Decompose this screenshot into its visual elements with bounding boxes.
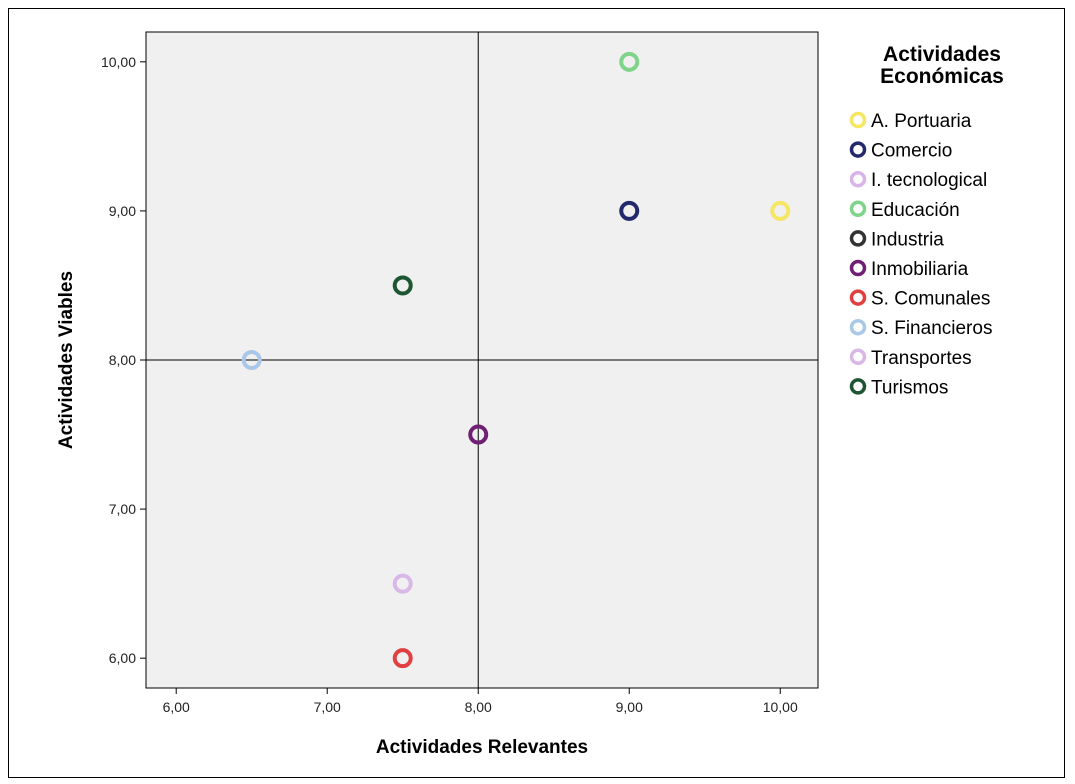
legend-marker xyxy=(849,230,867,247)
legend-marker xyxy=(849,318,867,336)
data-point-a-portuaria xyxy=(770,200,791,221)
x-tick-label: 7,00 xyxy=(314,699,341,715)
legend-marker xyxy=(849,170,867,188)
legend-label: Inmobiliaria xyxy=(871,259,969,280)
x-tick-label: 6,00 xyxy=(163,699,190,715)
scatter-chart: 6,00 7,00 8,00 9,00 10,00 6,00 7,00 8,00 9,00 10,… xyxy=(56,31,1004,758)
y-tick-label: 9,00 xyxy=(109,203,136,219)
legend-label: Comercio xyxy=(871,141,952,162)
data-point-transportes xyxy=(392,573,413,594)
legend-marker xyxy=(849,259,867,277)
legend-label: S. Financieros xyxy=(871,318,992,339)
legend-label: Industria xyxy=(871,229,944,250)
legend-marker xyxy=(849,289,867,306)
data-point-s-financieros xyxy=(241,350,262,370)
legend-marker xyxy=(849,378,867,395)
x-tick-label: 8,00 xyxy=(465,699,492,715)
legend-marker xyxy=(849,141,867,158)
legend-label: Transportes xyxy=(871,348,972,369)
legend-title: Económicas xyxy=(880,65,1004,88)
data-point-comercio xyxy=(619,200,640,221)
data-point-inmobiliaria xyxy=(468,424,489,445)
y-tick-label: 10,00 xyxy=(101,54,136,70)
y-tick-label: 6,00 xyxy=(109,650,136,666)
legend-title: Actividades xyxy=(883,43,1001,66)
legend-label: Educación xyxy=(871,200,960,221)
x-tick-label: 10,00 xyxy=(763,699,798,715)
legend-marker xyxy=(849,348,867,366)
data-point-educaci-n xyxy=(619,51,640,72)
y-tick-label: 7,00 xyxy=(109,501,136,517)
legend-label: S. Comunales xyxy=(871,289,990,310)
legend-label: A. Portuaria xyxy=(871,111,972,132)
chart-frame: 6,00 7,00 8,00 9,00 10,00 6,00 7,00 8,00 9,00 10,… xyxy=(8,8,1065,778)
data-point-s-comunales xyxy=(392,648,413,669)
legend-label: I. tecnological xyxy=(871,170,987,191)
y-tick-label: 8,00 xyxy=(109,352,136,368)
legend-marker xyxy=(849,111,867,129)
data-point-turismos xyxy=(392,275,413,296)
legend-marker xyxy=(849,200,867,218)
legend-label: Turismos xyxy=(871,377,948,398)
x-tick-label: 9,00 xyxy=(616,699,643,715)
y-axis-title: Actividades Viables xyxy=(56,271,77,449)
x-axis-title: Actividades Relevantes xyxy=(376,737,588,758)
